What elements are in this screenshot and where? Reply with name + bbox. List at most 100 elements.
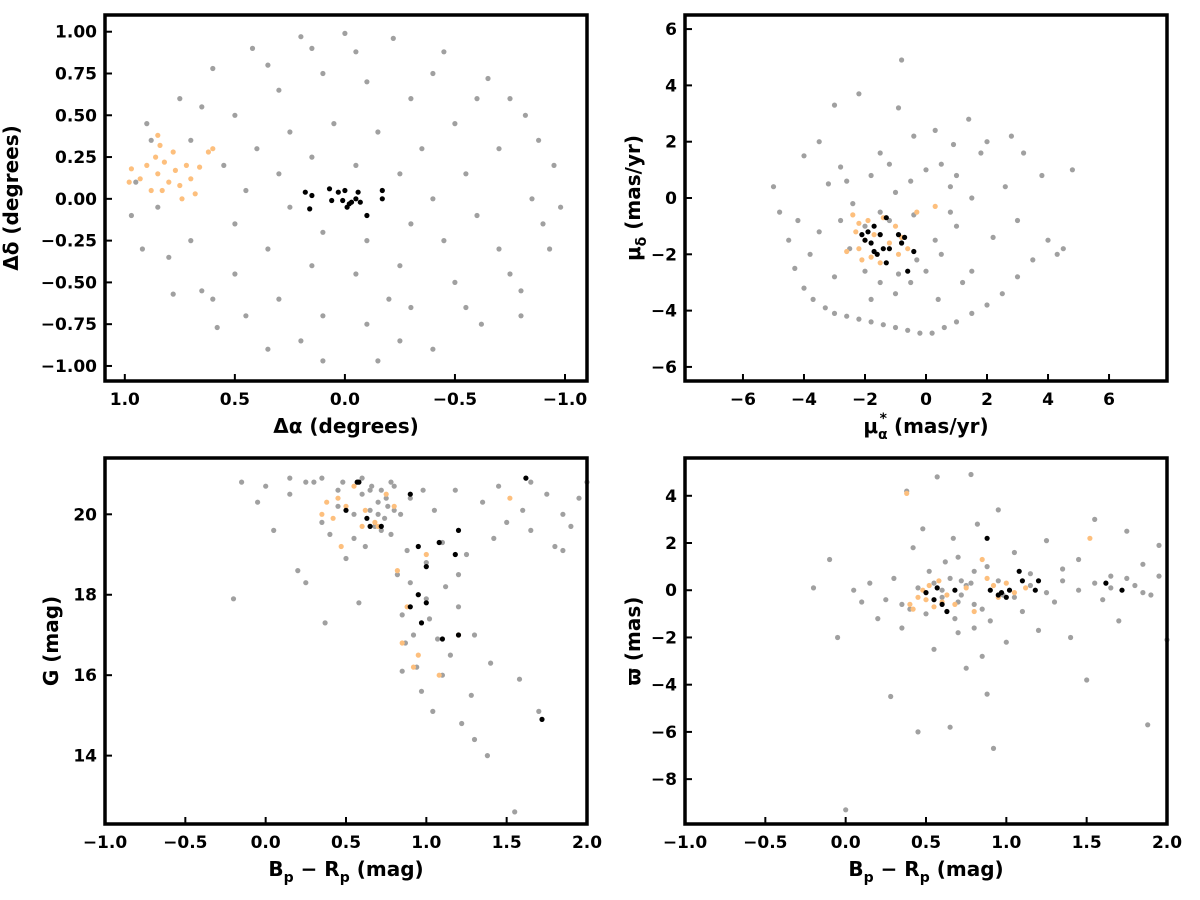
- parallax-field-point: [835, 634, 841, 641]
- sky-field-point: [276, 171, 282, 177]
- sky-field-point: [452, 279, 458, 285]
- cmd-field-point: [430, 708, 436, 715]
- pm-field-point: [877, 279, 883, 286]
- sky-field-point: [309, 263, 315, 269]
- parallax-black-point: [952, 587, 958, 593]
- cmd-field-point: [391, 507, 397, 513]
- cmd-field-point: [399, 612, 405, 618]
- cmd-x-label-sub2: p: [340, 870, 350, 886]
- sky-y-tick-label: −0.25: [41, 232, 97, 252]
- pm-field-point: [908, 279, 914, 286]
- parallax-y-axis-label: ϖ (mas): [621, 597, 645, 686]
- pm-field-point: [923, 268, 929, 274]
- pm-y-tick-label: 0: [665, 189, 677, 209]
- cmd-field-point: [303, 479, 309, 485]
- parallax-field-point: [1060, 566, 1066, 572]
- sky-black-point: [326, 186, 333, 192]
- cmd-field-point: [394, 572, 400, 578]
- cmd-field-point: [287, 491, 293, 497]
- cmd-axes-frame: [103, 456, 589, 826]
- sky-field-point: [133, 179, 139, 185]
- pm-x-tick-label: 0: [920, 390, 932, 410]
- cmd-black-point: [423, 600, 429, 606]
- parallax-y-tick-label: 0: [665, 581, 677, 601]
- pm-y-tick-label: −4: [651, 302, 677, 322]
- pm-field-point: [1021, 150, 1027, 156]
- cmd-black-point: [415, 543, 421, 550]
- sky-field-point: [254, 146, 260, 152]
- parallax-field-point: [995, 507, 1001, 513]
- pm-x-tick-label: 4: [1042, 390, 1054, 410]
- cmd-field-point: [367, 507, 373, 513]
- cmd-field-point: [255, 499, 261, 505]
- cmd-field-point: [322, 620, 328, 626]
- cmd-black-point: [415, 592, 421, 598]
- pm-y-label-sub: δ: [634, 236, 650, 246]
- parallax-orange-point: [952, 601, 958, 608]
- pm-field-point: [892, 291, 899, 297]
- sky-field-point: [496, 246, 502, 252]
- sky-y-tick-label: 0.50: [55, 106, 97, 126]
- parallax-field-point: [987, 618, 993, 624]
- parallax-x-label-rest: (mag): [930, 857, 1004, 881]
- sky-ticks: 1.0 0.5 0.0 −0.5 −1.0 −1.00 −0.75 −0.50 −0.25 0.0…: [41, 23, 588, 410]
- parallax-field-point: [1027, 571, 1033, 577]
- sky-black-point: [340, 197, 346, 204]
- cmd-y-axis-label: G (mag): [39, 596, 63, 686]
- pm-field-point: [953, 172, 960, 179]
- parallax-field-point: [950, 535, 956, 541]
- sky-orange-point: [177, 182, 183, 189]
- pm-field-point: [816, 139, 822, 145]
- sky-field-point: [309, 45, 315, 52]
- sky-field-point: [243, 313, 249, 319]
- cmd-field-point: [455, 572, 462, 578]
- pm-field-point: [822, 305, 828, 311]
- pm-field-point: [966, 116, 972, 122]
- pm-black-point: [883, 260, 889, 266]
- pm-field-point: [941, 324, 947, 331]
- cmd-orange-point: [351, 483, 357, 489]
- pm-field-point: [1069, 167, 1075, 173]
- pm-black-point: [871, 223, 877, 229]
- cmd-field-point: [356, 600, 362, 606]
- cmd-field-point: [488, 660, 494, 666]
- pm-field-point: [1002, 184, 1008, 190]
- parallax-x-tick-label: 0.5: [911, 833, 941, 853]
- parallax-field-point: [899, 625, 905, 631]
- parallax-field-point: [1043, 538, 1050, 544]
- sky-x-tick-label: 0.5: [220, 390, 250, 410]
- cmd-x-tick-label: 2.0: [572, 833, 602, 853]
- cmd-y-tick-label: 20: [73, 505, 97, 525]
- pm-field-point: [917, 330, 923, 336]
- pm-field-point: [911, 133, 917, 139]
- pm-black-point: [902, 234, 908, 240]
- sky-field-point: [276, 296, 282, 302]
- parallax-orange-point: [1003, 580, 1009, 586]
- cmd-field-point: [378, 527, 384, 534]
- pm-orange-point: [868, 254, 874, 260]
- sky-black-point: [302, 189, 308, 195]
- parallax-field-point: [979, 606, 985, 612]
- sky-field-point: [232, 221, 238, 227]
- parallax-orange-point: [931, 604, 937, 610]
- cmd-field-point: [471, 736, 478, 743]
- parallax-orange-point: [907, 601, 913, 608]
- sky-y-axis-label: Δδ (degrees): [0, 125, 23, 271]
- sky-orange-point: [128, 166, 134, 172]
- sky-y-tick-label: −0.75: [41, 315, 97, 335]
- pm-orange-point: [905, 246, 911, 252]
- cmd-field-point: [496, 483, 502, 489]
- pm-field-point: [1045, 237, 1051, 243]
- parallax-field-point: [899, 601, 905, 608]
- sky-field-point: [249, 45, 256, 52]
- sky-orange-point: [192, 191, 198, 197]
- cmd-black-point: [439, 636, 445, 642]
- parallax-field-point: [1051, 599, 1058, 605]
- pm-x-tick-label: −4: [791, 390, 817, 410]
- cmd-field-point: [560, 547, 566, 554]
- pm-x-tick-label: 2: [981, 390, 993, 410]
- pm-field-point: [938, 251, 944, 257]
- pm-field-point: [935, 296, 941, 302]
- sky-field-point: [331, 121, 337, 127]
- pm-field-point: [831, 274, 838, 280]
